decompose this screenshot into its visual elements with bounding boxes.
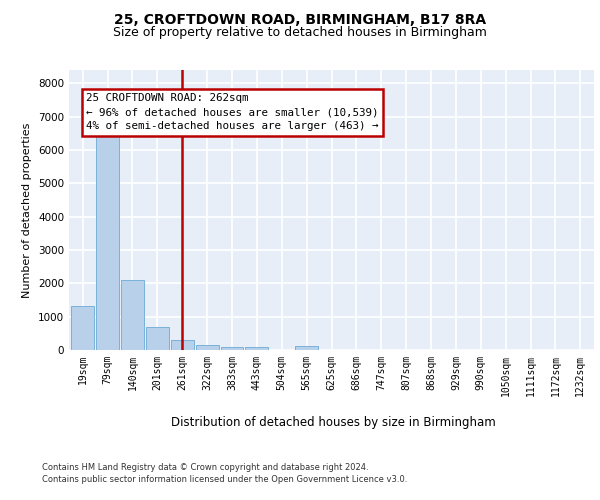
Text: Contains public sector information licensed under the Open Government Licence v3: Contains public sector information licen… [42, 475, 407, 484]
Bar [96, 130, 119, 350]
Bar [245, 347, 268, 350]
Text: 25 CROFTDOWN ROAD: 262sqm
← 96% of detached houses are smaller (10,539)
4% of se: 25 CROFTDOWN ROAD: 262sqm ← 96% of detac… [86, 94, 379, 132]
Text: Contains HM Land Registry data © Crown copyright and database right 2024.: Contains HM Land Registry data © Crown c… [42, 464, 368, 472]
Bar [196, 346, 218, 350]
Bar [121, 280, 144, 350]
Text: 25, CROFTDOWN ROAD, BIRMINGHAM, B17 8RA: 25, CROFTDOWN ROAD, BIRMINGHAM, B17 8RA [114, 12, 486, 26]
Text: Size of property relative to detached houses in Birmingham: Size of property relative to detached ho… [113, 26, 487, 39]
Bar [295, 346, 318, 350]
Bar [221, 347, 244, 350]
Bar [71, 306, 94, 350]
Bar [146, 328, 169, 350]
Y-axis label: Number of detached properties: Number of detached properties [22, 122, 32, 298]
Text: Distribution of detached houses by size in Birmingham: Distribution of detached houses by size … [170, 416, 496, 429]
Bar [171, 340, 194, 350]
